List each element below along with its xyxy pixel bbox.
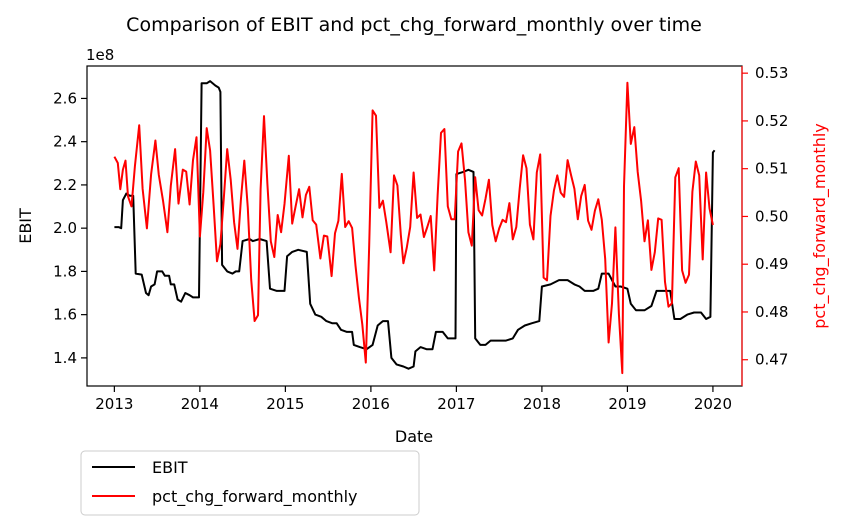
x-tick-label: 2014 [181, 395, 219, 413]
right-y-tick-label: 0.50 [755, 207, 788, 225]
legend-label-pct: pct_chg_forward_monthly [152, 487, 358, 507]
left-axis-multiplier: 1e8 [86, 46, 114, 64]
legend: EBIT pct_chg_forward_monthly [80, 450, 420, 516]
line-pct-chg-forward-monthly [113, 81, 714, 375]
x-tick-label: 2019 [608, 395, 646, 413]
left-y-tick-label: 1.4 [53, 349, 77, 367]
right-y-tick-label: 0.48 [755, 303, 788, 321]
left-y-tick-label: 1.6 [53, 306, 77, 324]
x-tick-label: 2020 [694, 395, 732, 413]
x-tick-label: 2017 [437, 395, 475, 413]
left-y-tick-label: 1.8 [53, 262, 77, 280]
left-y-tick-label: 2.6 [53, 89, 77, 107]
line-ebit [114, 80, 716, 370]
right-y-tick-label: 0.53 [755, 64, 788, 82]
x-axis-label: Date [395, 427, 433, 446]
left-y-tick-label: 2.4 [53, 133, 77, 151]
left-y-axis-label: EBIT [16, 208, 35, 244]
chart-title: Comparison of EBIT and pct_chg_forward_m… [126, 14, 702, 36]
left-y-axis-ticks: 1.4 1.6 1.8 2.0 2.2 2.4 2.6 [53, 89, 87, 367]
x-tick-label: 2015 [266, 395, 304, 413]
x-tick-label: 2018 [523, 395, 561, 413]
series-ebit [114, 80, 716, 370]
left-y-tick-label: 2.0 [53, 219, 77, 237]
legend-label-ebit: EBIT [152, 458, 188, 477]
x-axis-ticks: 2013 2014 2015 2016 2017 2018 2019 2020 [95, 386, 732, 413]
series-pct-chg-forward-monthly [113, 81, 714, 375]
right-y-axis-ticks: 0.47 0.48 0.49 0.50 0.51 0.52 0.53 [742, 64, 788, 369]
left-y-tick-label: 2.2 [53, 176, 77, 194]
plot-area [113, 80, 716, 375]
right-y-tick-label: 0.52 [755, 112, 788, 130]
right-y-tick-label: 0.49 [755, 255, 788, 273]
x-tick-label: 2016 [352, 395, 390, 413]
legend-box [80, 450, 420, 516]
right-y-axis-label: pct_chg_forward_monthly [810, 123, 830, 329]
x-tick-label: 2013 [95, 395, 133, 413]
right-y-tick-label: 0.51 [755, 160, 788, 178]
right-y-tick-label: 0.47 [755, 351, 788, 369]
